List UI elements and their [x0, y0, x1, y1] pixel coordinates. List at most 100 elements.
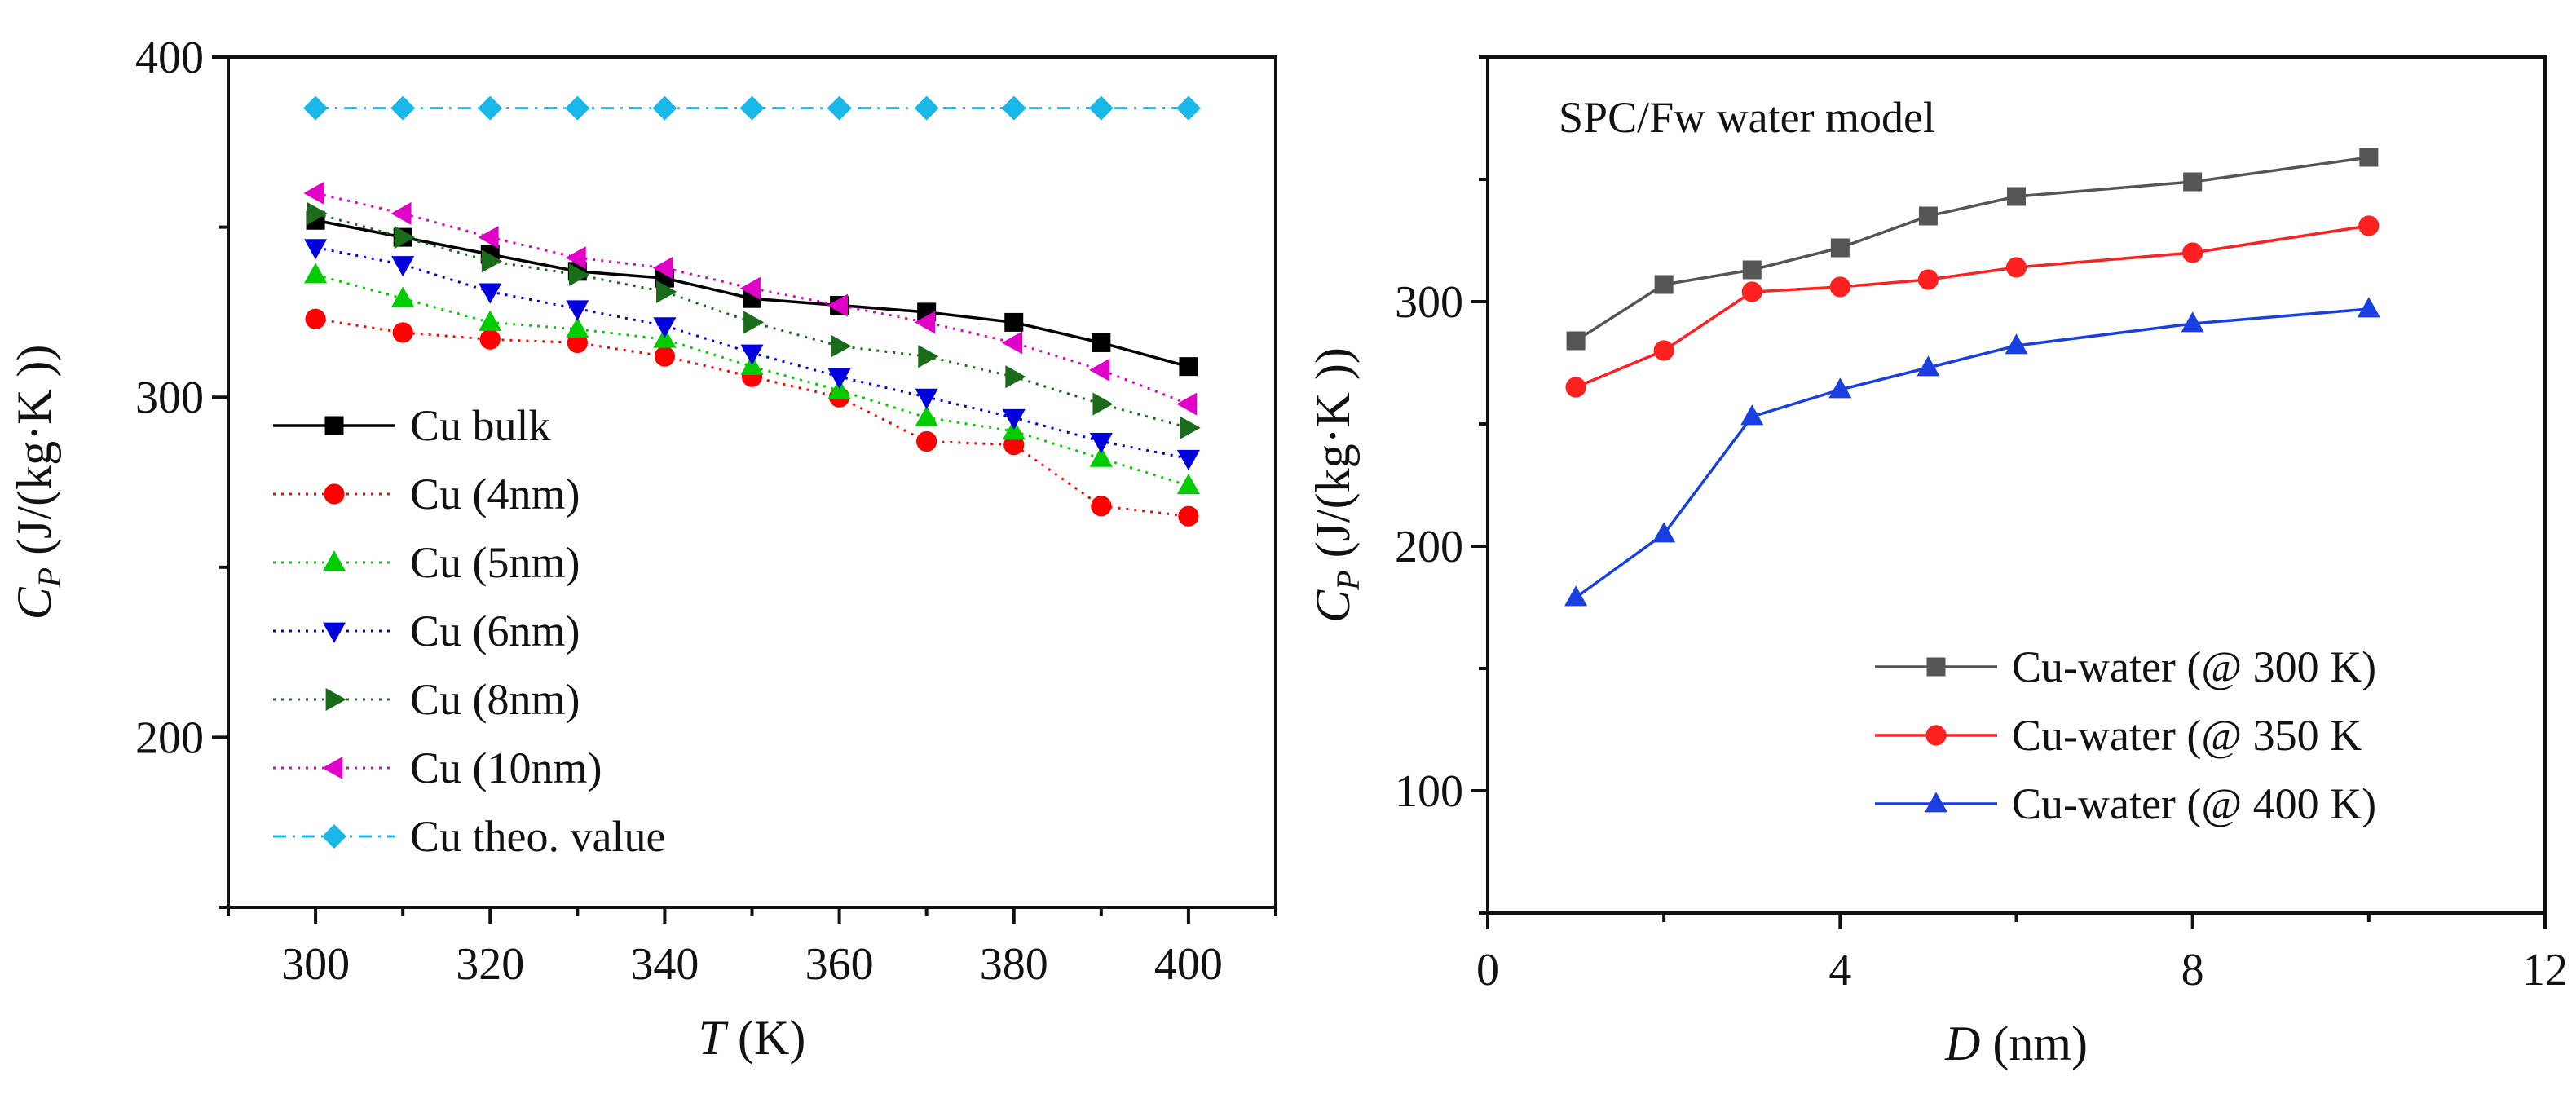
data-point: [918, 345, 939, 368]
legend-label: Cu-water (@ 350 K: [2012, 711, 2362, 760]
legend-marker: [1926, 657, 1946, 677]
data-point: [1830, 238, 1850, 258]
legend-label: Cu-water (@ 300 K): [2012, 642, 2376, 691]
series-cu-water-400-k: [1564, 297, 2380, 607]
data-point: [827, 293, 848, 317]
data-point: [2181, 311, 2204, 333]
data-point: [1005, 365, 1026, 389]
series-cu-10nm: [303, 181, 1198, 416]
legend-marker: [322, 622, 346, 643]
y-tick-label: 400: [135, 33, 204, 83]
data-point: [743, 311, 765, 334]
data-point: [391, 286, 415, 307]
legend-label: Cu (8nm): [410, 675, 580, 724]
x-axis-title: T (K): [699, 1011, 806, 1065]
data-point: [654, 346, 676, 367]
series-line: [1575, 156, 2370, 342]
y-axis-title: CP (J/(kg·K )): [7, 345, 68, 620]
data-point: [915, 405, 938, 426]
data-point: [1089, 433, 1113, 454]
y-tick-label: 300: [135, 373, 204, 423]
data-point: [1917, 355, 1940, 377]
data-point: [1092, 333, 1111, 352]
legend: Cu-water (@ 300 K) Cu-water (@ 350 K Cu-wa…: [1875, 642, 2376, 828]
chart-left-cp-vs-temperature: 300 320 340 360 380 400 200 300 400 T (K) CP (J/(k…: [7, 33, 1277, 1065]
legend-marker: [322, 550, 346, 571]
data-point: [1654, 275, 1674, 294]
x-tick-label: 4: [1828, 945, 1851, 995]
x-tick-label: 400: [1154, 939, 1223, 990]
data-point: [1565, 377, 1586, 398]
series-line: [1575, 307, 2369, 599]
data-point: [652, 95, 677, 121]
data-point: [739, 276, 761, 300]
data-point: [1653, 340, 1674, 361]
data-point: [1179, 357, 1198, 377]
series-cu-6nm: [304, 239, 1200, 471]
y-axis-title: CP (J/(kg·K )): [1306, 347, 1366, 623]
data-point: [566, 316, 589, 338]
data-point: [392, 322, 413, 343]
data-point: [1176, 95, 1201, 121]
data-point: [390, 95, 416, 121]
data-point: [652, 256, 673, 280]
data-point: [566, 300, 589, 321]
data-point: [831, 334, 852, 358]
legend-marker: [1925, 725, 1947, 746]
chart-right-cp-vs-diameter: 0 4 8 12 100 200 300 D (nm) CP (J/(kg·K )) Cu-wat…: [1306, 55, 2568, 1070]
data-point: [1089, 358, 1110, 382]
y-tick-label: 200: [1395, 522, 1463, 572]
legend-marker: [324, 483, 345, 505]
data-point: [1917, 269, 1939, 290]
data-point: [305, 308, 326, 329]
data-point: [1564, 585, 1588, 607]
data-point: [1918, 206, 1938, 226]
data-point: [1004, 312, 1024, 332]
data-point: [1091, 496, 1112, 517]
series-cu-theo-value: [303, 95, 1201, 121]
data-point: [1178, 505, 1199, 527]
data-point: [653, 317, 677, 338]
data-point: [1001, 95, 1026, 121]
data-point: [2357, 297, 2380, 318]
data-point: [656, 280, 677, 303]
data-point: [1740, 404, 1764, 426]
data-point: [1002, 408, 1026, 430]
data-point: [1176, 473, 1200, 495]
series-cu-8nm: [307, 201, 1201, 439]
data-point: [479, 310, 502, 331]
data-point: [914, 95, 939, 121]
data-point: [2007, 187, 2026, 206]
y-tick-label: 300: [1395, 277, 1463, 328]
x-tick-label: 8: [2181, 945, 2204, 995]
data-point: [307, 201, 328, 225]
data-point: [565, 246, 586, 270]
data-point: [565, 95, 590, 121]
data-point: [1741, 281, 1762, 302]
data-point: [827, 368, 851, 389]
y-tick-label: 100: [1395, 766, 1463, 817]
x-tick-label: 12: [2522, 945, 2568, 995]
data-point: [916, 430, 937, 452]
annotation-text: SPC/Fw water model: [1559, 93, 1935, 142]
data-point: [1176, 392, 1198, 416]
data-point: [568, 263, 590, 287]
legend-marker: [322, 756, 343, 780]
y-tick-label: 200: [135, 713, 204, 763]
data-point: [739, 95, 765, 121]
legend-label: Cu (10nm): [410, 743, 602, 792]
x-tick-label: 360: [805, 939, 874, 990]
data-point: [1652, 522, 1676, 543]
x-axis-title: D (nm): [1944, 1017, 2088, 1070]
data-point: [740, 344, 764, 365]
legend-marker: [325, 687, 346, 712]
x-tick-label: 320: [456, 939, 524, 990]
data-point: [390, 201, 412, 225]
data-point: [1828, 377, 1852, 399]
legend-label: Cu theo. value: [410, 812, 665, 861]
plot-frame: [227, 55, 1277, 909]
legend: Cu bulk Cu (4nm) Cu (5nm) Cu (6nm) Cu (8nm) C…: [273, 401, 665, 861]
data-point: [303, 95, 329, 121]
legend-label: Cu (6nm): [410, 607, 580, 655]
legend-label: Cu-water (@ 400 K): [2012, 779, 2376, 828]
